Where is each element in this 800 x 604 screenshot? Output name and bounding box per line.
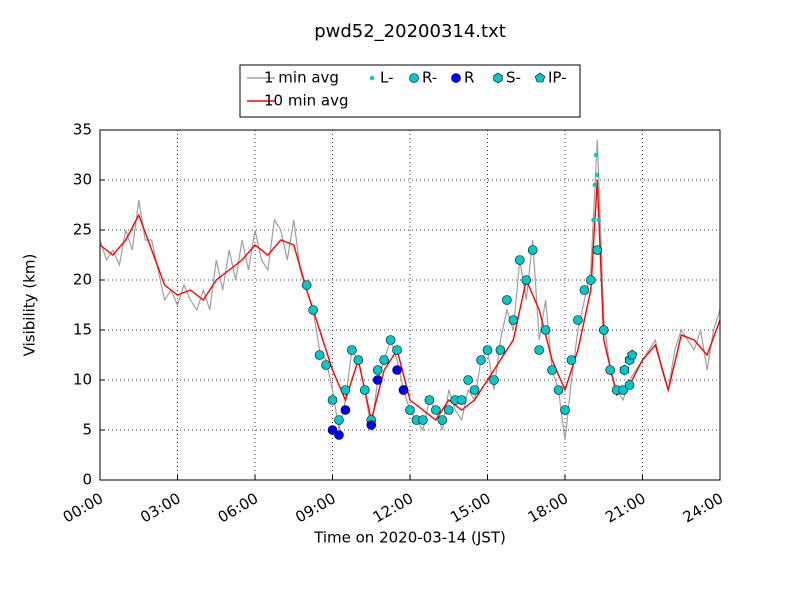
data-point bbox=[398, 385, 409, 395]
data-point bbox=[340, 385, 351, 395]
data-point bbox=[579, 285, 590, 295]
y-tick-label: 20 bbox=[73, 271, 92, 289]
legend-label: 1 min avg bbox=[264, 69, 339, 87]
data-point bbox=[586, 275, 596, 285]
data-point bbox=[489, 375, 499, 385]
data-point bbox=[618, 385, 628, 395]
y-tick-label: 35 bbox=[73, 121, 92, 139]
legend-label: R bbox=[464, 69, 474, 87]
data-point bbox=[591, 217, 596, 223]
y-axis-label: Visibility (km) bbox=[21, 254, 39, 357]
data-point bbox=[340, 405, 351, 415]
data-point bbox=[443, 405, 454, 415]
data-point bbox=[379, 355, 389, 365]
data-point bbox=[592, 245, 603, 255]
legend-swatch bbox=[451, 73, 461, 83]
data-point bbox=[456, 395, 467, 405]
legend-label: S- bbox=[506, 69, 521, 87]
legend-label: 10 min avg bbox=[264, 92, 349, 110]
data-point bbox=[366, 420, 377, 430]
data-point bbox=[573, 315, 583, 325]
legend-swatch bbox=[369, 75, 375, 81]
data-point bbox=[314, 350, 325, 360]
data-point bbox=[553, 385, 564, 395]
data-point bbox=[372, 365, 383, 375]
data-point bbox=[527, 245, 538, 255]
legend-swatch bbox=[409, 73, 419, 83]
data-point bbox=[405, 405, 415, 415]
legend bbox=[239, 64, 581, 118]
data-point bbox=[327, 425, 338, 435]
data-point bbox=[359, 385, 370, 395]
y-tick-label: 30 bbox=[73, 171, 92, 189]
data-point bbox=[392, 345, 402, 355]
data-point bbox=[463, 375, 473, 385]
legend-swatch bbox=[493, 72, 503, 84]
chart-title: pwd52_20200314.txt bbox=[314, 21, 506, 42]
data-point bbox=[508, 315, 519, 325]
data-point bbox=[469, 385, 480, 395]
y-tick-label: 25 bbox=[73, 221, 92, 239]
data-point bbox=[560, 405, 570, 415]
y-tick-label: 10 bbox=[73, 371, 92, 389]
data-point bbox=[521, 275, 532, 285]
data-point bbox=[605, 365, 616, 375]
data-point bbox=[596, 217, 601, 223]
data-point bbox=[308, 305, 318, 315]
data-point bbox=[540, 325, 551, 335]
data-point bbox=[514, 255, 525, 265]
data-point bbox=[593, 152, 599, 158]
data-point bbox=[385, 335, 396, 345]
data-point bbox=[619, 364, 630, 376]
data-point bbox=[372, 375, 383, 385]
data-point bbox=[534, 345, 544, 355]
data-point bbox=[334, 415, 344, 425]
y-tick-label: 0 bbox=[82, 471, 92, 489]
data-point bbox=[627, 349, 638, 360]
x-axis-label: Time on 2020-03-14 (JST) bbox=[313, 529, 506, 547]
data-point bbox=[392, 365, 402, 375]
data-point bbox=[598, 325, 609, 335]
legend-swatch bbox=[534, 72, 546, 83]
data-point bbox=[624, 380, 635, 390]
data-point bbox=[424, 395, 435, 405]
data-point bbox=[482, 345, 493, 355]
legend-label: IP- bbox=[548, 69, 567, 87]
data-point bbox=[495, 345, 506, 355]
data-point bbox=[334, 430, 344, 440]
data-point bbox=[431, 405, 441, 415]
legend-label: R- bbox=[422, 69, 437, 87]
y-tick-label: 15 bbox=[73, 321, 92, 339]
data-point bbox=[327, 395, 338, 405]
data-point bbox=[437, 415, 448, 425]
data-point bbox=[301, 280, 312, 290]
data-point bbox=[353, 355, 364, 365]
data-point bbox=[592, 182, 597, 188]
data-point bbox=[547, 365, 557, 375]
data-point bbox=[566, 355, 577, 365]
legend-label: L- bbox=[380, 69, 394, 87]
data-point bbox=[321, 360, 331, 370]
data-point bbox=[418, 415, 428, 425]
data-point bbox=[347, 345, 357, 355]
data-point bbox=[476, 355, 486, 365]
data-point bbox=[502, 295, 512, 305]
y-tick-label: 5 bbox=[82, 421, 92, 439]
data-point bbox=[595, 172, 600, 178]
